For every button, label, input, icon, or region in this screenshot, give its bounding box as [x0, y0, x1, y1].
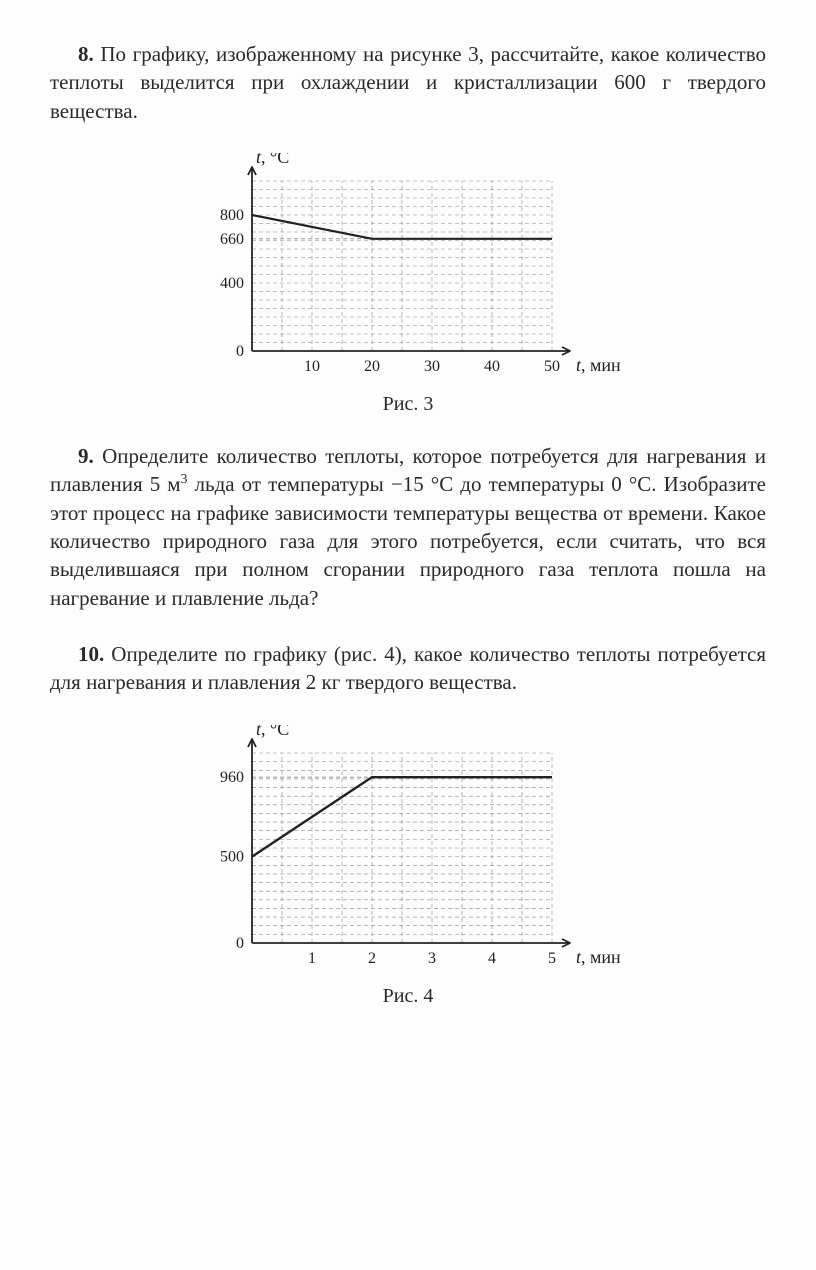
chart-4-caption: Рис. 4 [50, 983, 766, 1010]
svg-text:t, °C: t, °C [256, 725, 289, 739]
svg-text:800: 800 [220, 207, 244, 224]
svg-text:1: 1 [308, 950, 316, 967]
chart-3: 10 20 30 40 50 0 400 800 660 t, °C t, мин [194, 153, 622, 385]
problem-8-number: 8. [78, 42, 94, 66]
svg-text:4: 4 [488, 950, 496, 967]
svg-text:t, мин: t, мин [576, 947, 621, 967]
svg-text:500: 500 [220, 848, 244, 865]
chart-3-caption: Рис. 3 [50, 391, 766, 418]
problem-10-text: Определите по графику (рис. 4), какое ко… [50, 642, 766, 694]
problem-9: 9. Определите количество теплоты, которо… [50, 442, 766, 612]
svg-text:0: 0 [236, 343, 244, 360]
chart-3-container: 10 20 30 40 50 0 400 800 660 t, °C t, мин [50, 153, 766, 385]
svg-text:t, мин: t, мин [576, 355, 621, 375]
svg-text:3: 3 [428, 950, 436, 967]
svg-text:50: 50 [544, 358, 560, 375]
svg-text:20: 20 [364, 358, 380, 375]
svg-text:960: 960 [220, 769, 244, 786]
chart-4: 1 2 3 4 5 0 500 960 t, °C t, мин [194, 725, 622, 977]
svg-text:400: 400 [220, 275, 244, 292]
svg-text:2: 2 [368, 950, 376, 967]
svg-text:t, °C: t, °C [256, 153, 289, 167]
chart-4-container: 1 2 3 4 5 0 500 960 t, °C t, мин [50, 725, 766, 977]
problem-9-number: 9. [78, 444, 94, 468]
svg-text:30: 30 [424, 358, 440, 375]
svg-text:5: 5 [548, 950, 556, 967]
svg-text:660: 660 [220, 231, 244, 248]
svg-text:40: 40 [484, 358, 500, 375]
svg-text:10: 10 [304, 358, 320, 375]
svg-text:0: 0 [236, 935, 244, 952]
problem-8: 8. По графику, изображенному на рисунке … [50, 40, 766, 125]
problem-10: 10. Определите по графику (рис. 4), како… [50, 640, 766, 697]
problem-8-text: По графику, изображенному на рисунке 3, … [50, 42, 766, 123]
problem-10-number: 10. [78, 642, 104, 666]
